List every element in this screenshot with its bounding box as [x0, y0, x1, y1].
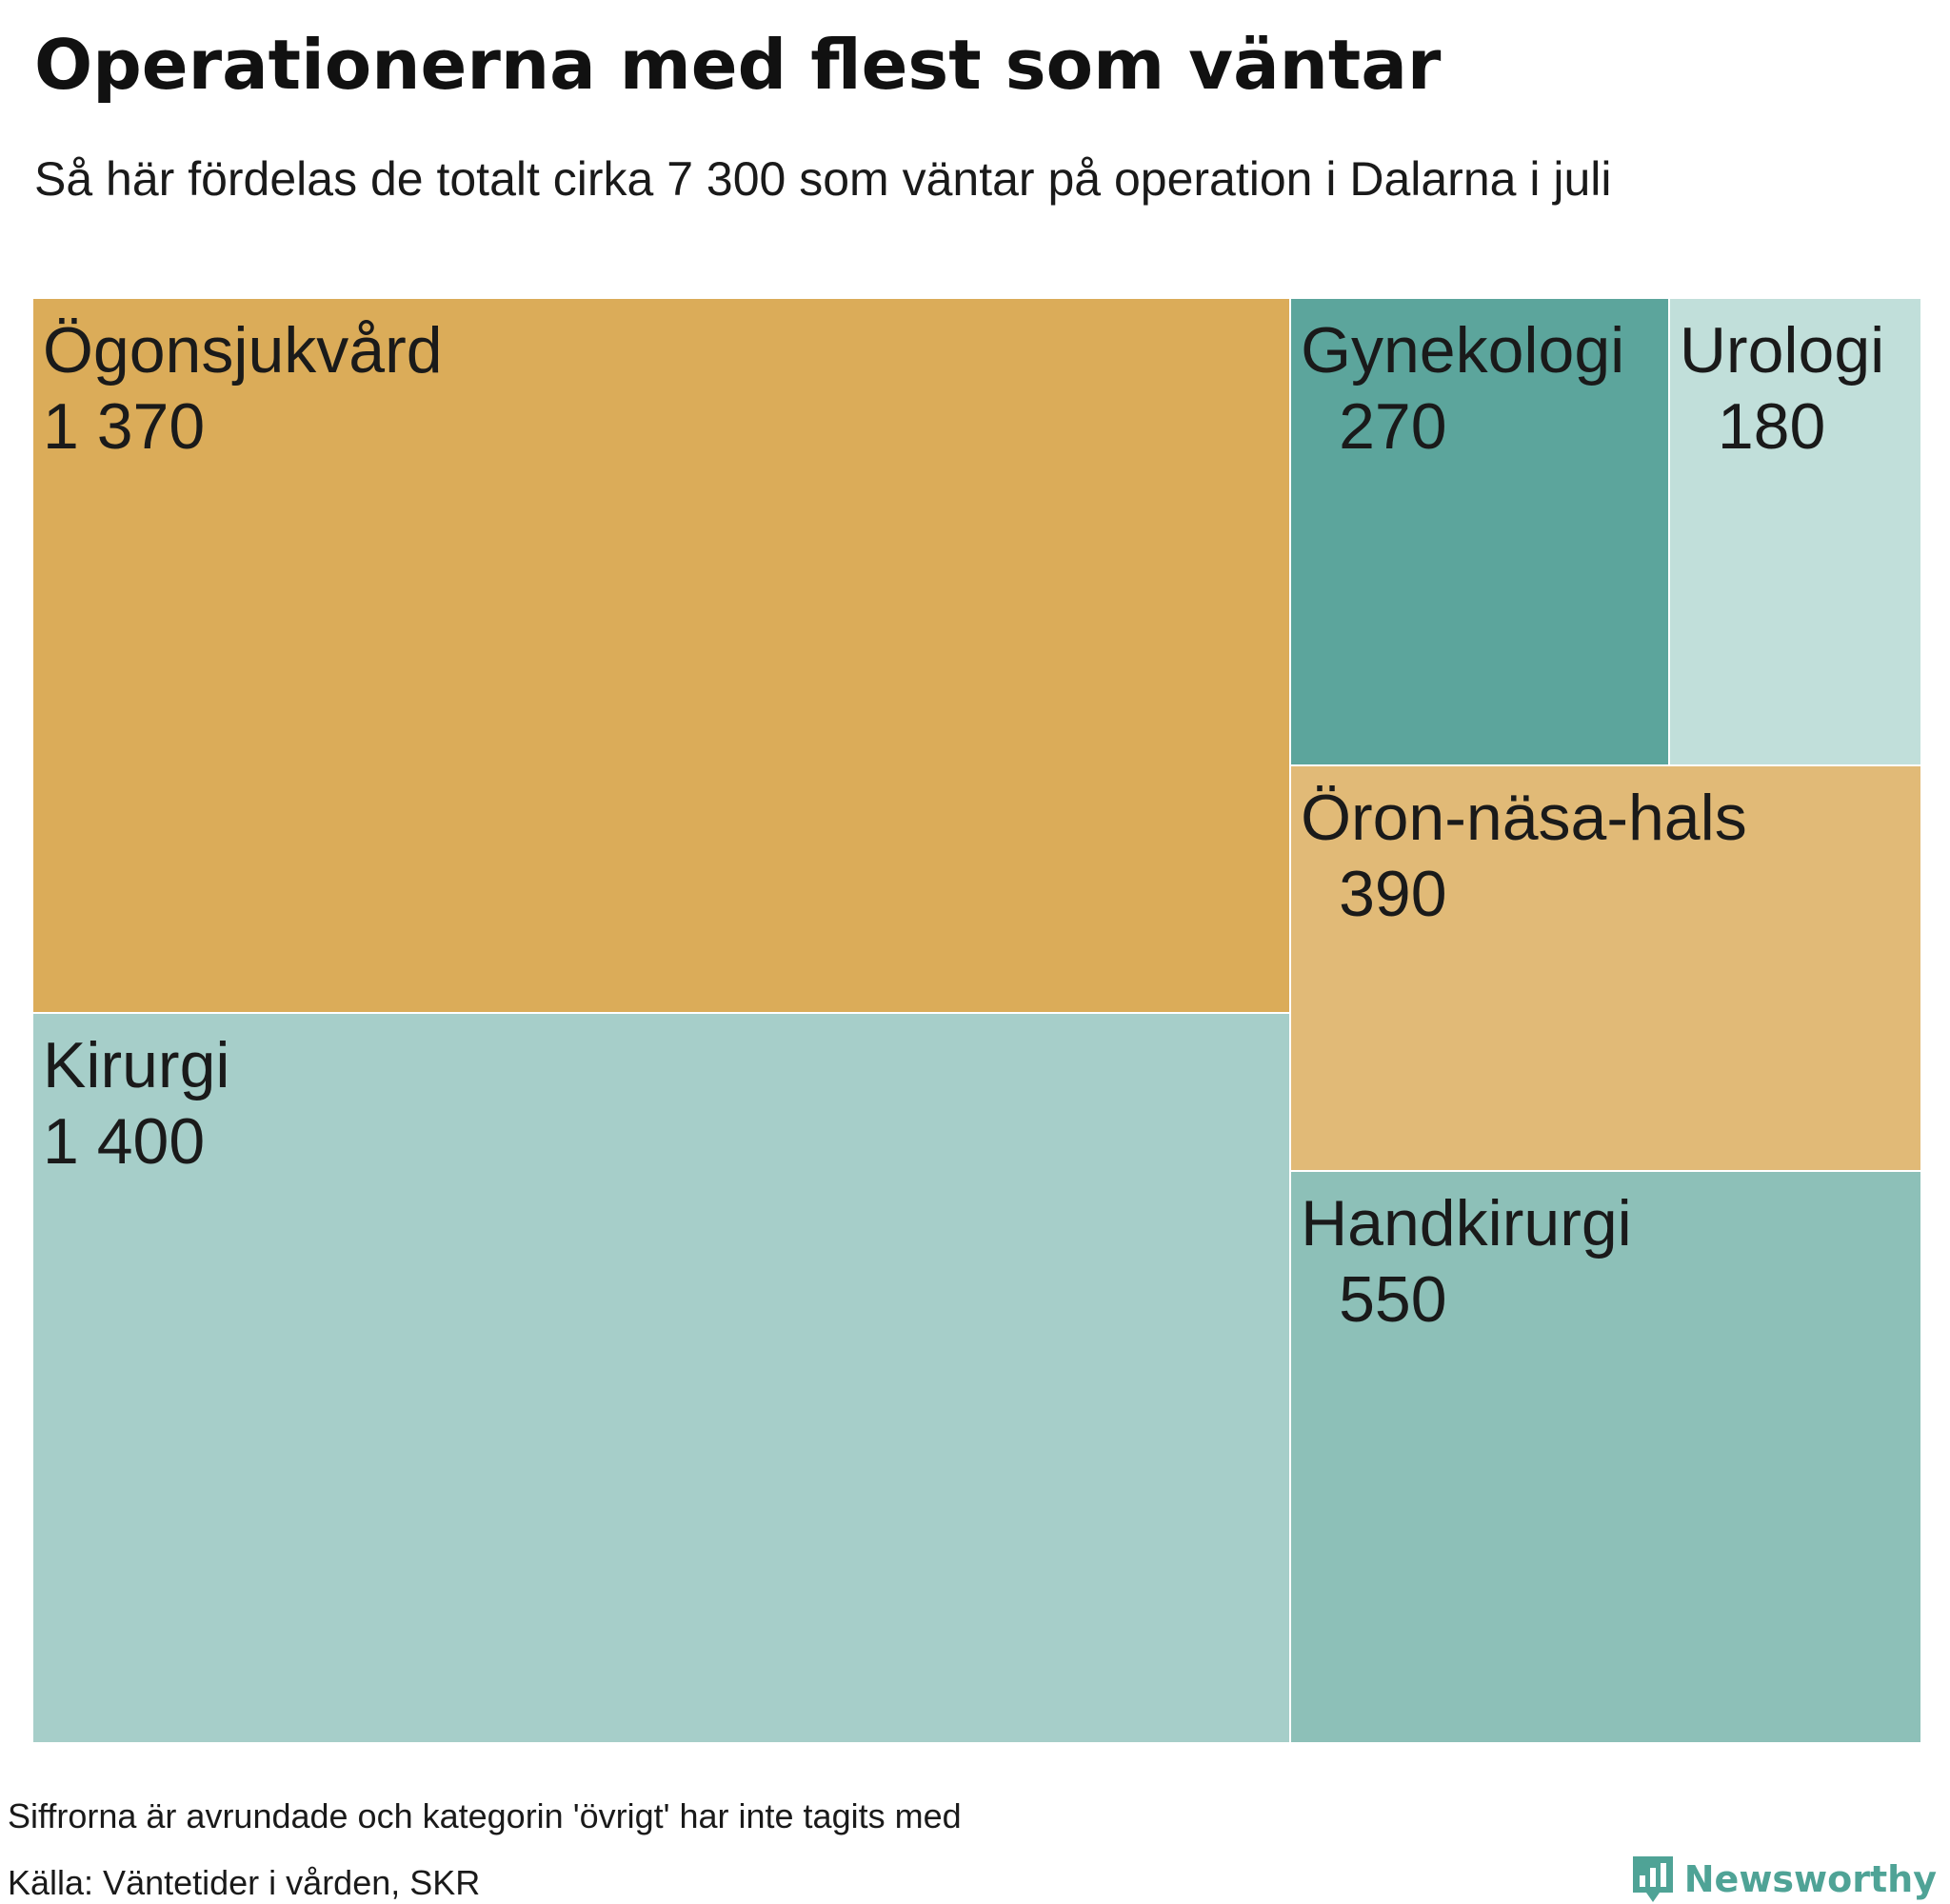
bar-chart-speech-bubble-icon [1632, 1856, 1673, 1902]
tile-label: Öron-näsa-hals [1301, 782, 1747, 855]
treemap-tile-ogonsjukvard: Ögonsjukvård 1 370 [33, 299, 1292, 1014]
tile-label: Urologi [1679, 314, 1885, 387]
chart-subtitle: Så här fördelas de totalt cirka 7 300 so… [34, 152, 1612, 206]
treemap-tile-oron-nasa-hals: Öron-näsa-hals 390 [1291, 766, 1922, 1173]
tile-value: 390 [1339, 858, 1447, 931]
treemap: Ögonsjukvård 1 370 Kirurgi 1 400 Gynekologi 2… [33, 299, 1922, 1744]
tile-label: Handkirurgi [1301, 1187, 1632, 1260]
treemap-tile-urologi: Urologi 180 [1669, 299, 1922, 767]
tile-value: 270 [1339, 390, 1447, 463]
tile-label: Gynekologi [1301, 314, 1625, 387]
tile-value: 550 [1339, 1263, 1447, 1337]
chart-title: Operationerna med flest som väntar [34, 25, 1442, 105]
tile-value: 1 370 [43, 390, 206, 463]
newsworthy-logo[interactable]: Newsworthy [1631, 1854, 1937, 1904]
brand-name: Newsworthy [1683, 1858, 1937, 1900]
treemap-tile-handkirurgi: Handkirurgi 550 [1291, 1172, 1922, 1744]
tile-label: Kirurgi [43, 1028, 230, 1101]
source-credit: Källa: Väntetider i vården, SKR [8, 1863, 481, 1902]
tile-label: Ögonsjukvård [43, 314, 443, 387]
treemap-tile-kirurgi: Kirurgi 1 400 [33, 1013, 1292, 1744]
footnote: Siffrorna är avrundade och kategorin 'öv… [8, 1796, 962, 1835]
treemap-tile-gynekologi: Gynekologi 270 [1291, 299, 1670, 767]
tile-value: 180 [1717, 390, 1826, 463]
tile-value: 1 400 [43, 1104, 206, 1178]
